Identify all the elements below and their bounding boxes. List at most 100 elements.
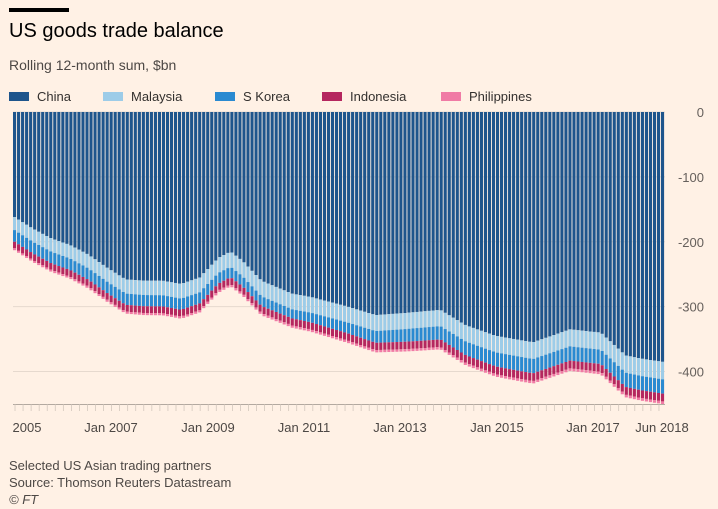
bar-indonesia — [33, 254, 37, 261]
bar-china — [157, 112, 162, 281]
bar-s-korea — [258, 294, 262, 305]
bar-indonesia — [499, 367, 504, 376]
bar-malaysia — [37, 231, 41, 245]
bar-philippines — [355, 343, 359, 346]
bar-indonesia — [367, 340, 371, 348]
bar-s-korea — [467, 342, 471, 357]
bar-s-korea — [226, 268, 230, 279]
bar-philippines — [81, 283, 85, 286]
bar-s-korea — [520, 357, 524, 372]
bar-indonesia — [339, 331, 343, 339]
bar-philippines — [318, 332, 322, 335]
bar-s-korea — [568, 346, 572, 361]
bar-malaysia — [339, 304, 343, 321]
bar-s-korea — [298, 310, 302, 321]
bar-malaysia — [178, 283, 182, 299]
bar-china — [540, 112, 544, 340]
bar-china — [552, 112, 556, 336]
bar-malaysia — [475, 329, 479, 346]
ft-brand-bar — [9, 8, 69, 12]
bar-china — [451, 112, 455, 318]
bar-s-korea — [49, 251, 53, 264]
bar-malaysia — [234, 255, 238, 272]
bar-malaysia — [49, 238, 53, 252]
bar-malaysia — [552, 335, 556, 352]
bar-philippines — [491, 373, 496, 376]
bar-indonesia — [632, 388, 636, 397]
bar-indonesia — [81, 276, 85, 284]
bar-malaysia — [600, 333, 604, 352]
bar-philippines — [105, 299, 109, 302]
bar-s-korea — [81, 265, 85, 277]
bar-indonesia — [479, 361, 483, 369]
bar-s-korea — [61, 255, 65, 268]
bar-china — [101, 112, 105, 265]
bar-china — [467, 112, 471, 327]
bar-china — [105, 112, 109, 268]
bar-philippines — [73, 279, 77, 282]
bar-philippines — [310, 329, 314, 333]
bar-philippines — [600, 373, 604, 376]
bar-s-korea — [214, 275, 218, 287]
bar-philippines — [145, 313, 149, 316]
bar-malaysia — [53, 239, 57, 254]
bar-s-korea — [399, 329, 403, 342]
bar-indonesia — [439, 339, 443, 348]
bar-china — [21, 112, 25, 223]
bar-s-korea — [157, 295, 162, 307]
bar-china — [45, 112, 49, 236]
bar-malaysia — [648, 360, 653, 378]
x-tick-label: Jan 2011 — [278, 420, 331, 435]
x-tick-label: Jan 2015 — [470, 420, 524, 435]
bar-china — [548, 112, 552, 337]
bar-philippines — [141, 312, 145, 316]
bar-malaysia — [403, 313, 407, 330]
bar-s-korea — [588, 348, 592, 363]
bar-philippines — [620, 391, 624, 395]
bar-malaysia — [17, 219, 21, 233]
bar-china — [508, 112, 512, 339]
bar-s-korea — [403, 329, 407, 342]
bar-s-korea — [294, 310, 298, 320]
bar-malaysia — [536, 340, 540, 358]
bar-malaysia — [516, 339, 520, 357]
bar-china — [318, 112, 322, 300]
bar-malaysia — [656, 361, 661, 379]
bar-china — [556, 112, 560, 334]
bar-indonesia — [552, 366, 556, 374]
bar-china — [242, 112, 246, 263]
bar-s-korea — [371, 330, 375, 342]
bar-philippines — [210, 297, 214, 300]
bar-s-korea — [512, 355, 516, 370]
bar-indonesia — [178, 309, 182, 317]
bar-china — [427, 112, 431, 311]
bar-china — [656, 112, 661, 362]
bar-philippines — [222, 287, 226, 290]
bar-s-korea — [77, 263, 81, 275]
bar-china — [343, 112, 347, 306]
bar-s-korea — [564, 347, 568, 363]
bar-philippines — [109, 302, 113, 305]
bar-indonesia — [395, 342, 399, 350]
bar-china — [455, 112, 459, 321]
bar-indonesia — [137, 305, 141, 313]
bar-indonesia — [475, 359, 479, 368]
bar-philippines — [419, 348, 423, 351]
bar-china — [499, 112, 504, 337]
bar-philippines — [246, 299, 250, 302]
bar-indonesia — [612, 376, 616, 385]
bar-philippines — [411, 348, 415, 352]
chart-subtitle: Rolling 12-month sum, $bn — [9, 57, 177, 73]
bar-indonesia — [85, 279, 89, 286]
bar-s-korea — [475, 345, 479, 360]
bar-s-korea — [133, 294, 137, 306]
bar-philippines — [656, 400, 661, 404]
bar-china — [57, 112, 61, 242]
bar-china — [234, 112, 238, 256]
bar-philippines — [125, 311, 129, 314]
bar-china — [407, 112, 411, 313]
bar-china — [419, 112, 423, 312]
bar-s-korea — [41, 247, 45, 259]
bar-malaysia — [81, 251, 85, 266]
bar-philippines — [137, 312, 141, 315]
